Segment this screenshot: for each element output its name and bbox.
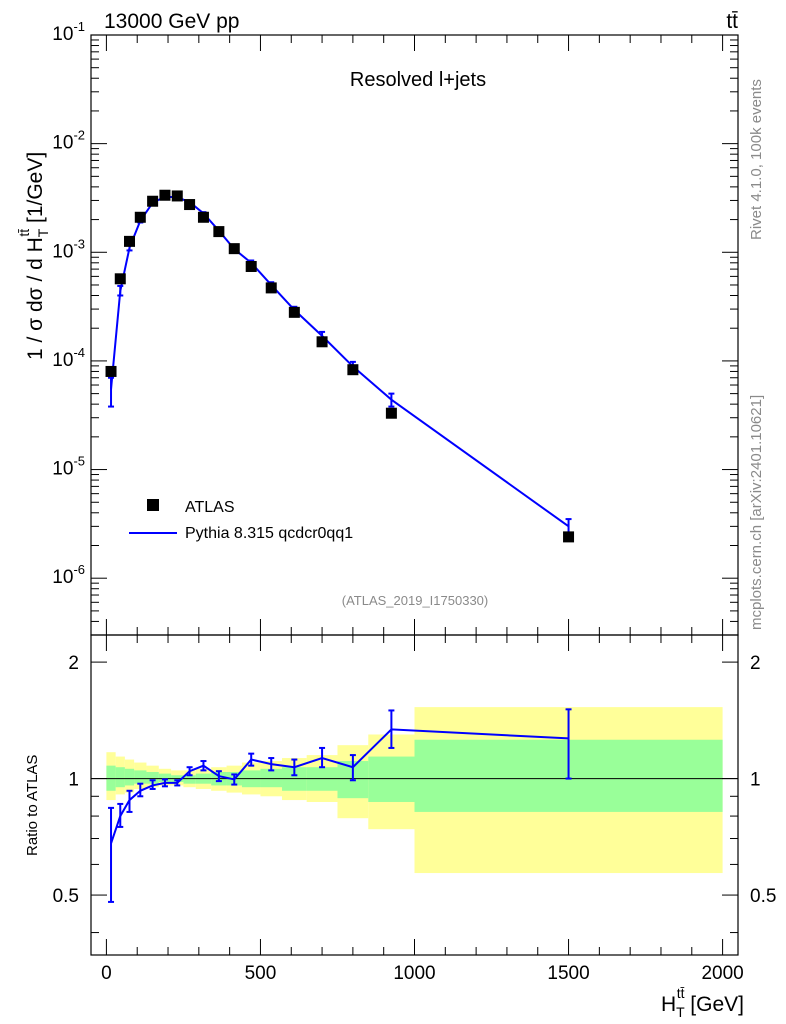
green-band-segment xyxy=(368,756,415,802)
main-y-tick-label: 10-5 xyxy=(52,454,85,480)
atlas-marker xyxy=(159,189,171,201)
ratio-line xyxy=(110,728,569,844)
main-frame xyxy=(90,34,739,636)
legend-atlas-marker xyxy=(147,499,159,511)
ratio-frame xyxy=(90,634,739,956)
atlas-marker xyxy=(134,211,146,223)
green-band-segment xyxy=(124,768,135,786)
atlas-marker xyxy=(197,211,209,223)
ratio-y-tick-label-right: 0.5 xyxy=(750,886,776,907)
main-y-tick-label: 10-1 xyxy=(52,19,85,45)
ratio-panel: 0.5 0.5 1 1 2 2 0 500 1000 1500 2000 Ratio to ATL… xyxy=(24,634,776,1020)
green-band-segment xyxy=(115,767,125,788)
green-band-segment xyxy=(260,768,283,788)
atlas-marker xyxy=(385,407,397,419)
atlas-marker xyxy=(563,531,575,543)
rivet-label: Rivet 4.1.0, 100k events xyxy=(748,79,765,240)
x-axis-label: HTtt̄ [GeV] xyxy=(661,985,744,1020)
pythia-main-series xyxy=(108,194,572,535)
ratio-x-axis: 0 500 1000 1500 2000 xyxy=(101,635,744,984)
legend-pythia-label: Pythia 8.315 qcdcr0qq1 xyxy=(185,525,353,542)
atlas-main-series xyxy=(105,189,575,543)
ratio-y-tick-label-right: 2 xyxy=(750,653,761,674)
legend: ATLAS Pythia 8.315 qcdcr0qq1 xyxy=(129,499,353,542)
atlas-marker xyxy=(288,306,300,318)
process-label: tt̄ xyxy=(726,10,738,33)
green-band-segment xyxy=(146,771,159,784)
main-y-axis-label: 1 / σ dσ / d HTtt̄ [1/GeV] xyxy=(16,152,51,360)
atlas-marker xyxy=(228,243,240,255)
main-title: Resolved l+jets xyxy=(350,69,486,91)
atlas-marker xyxy=(347,364,359,376)
ratio-y-axis: 0.5 0.5 1 1 2 2 xyxy=(53,653,776,934)
atlas-marker xyxy=(265,282,277,294)
atlas-marker xyxy=(114,273,126,285)
pythia-line xyxy=(110,195,570,528)
atlas-marker xyxy=(316,336,328,348)
atlas-marker xyxy=(171,190,183,202)
uncertainty-bands xyxy=(106,707,723,874)
ratio-y-tick-label-right: 1 xyxy=(750,770,761,791)
main-y-tick-label: 10-3 xyxy=(52,236,85,262)
x-tick-label: 1000 xyxy=(393,963,435,984)
legend-atlas-label: ATLAS xyxy=(185,499,235,516)
green-band-segment xyxy=(183,775,196,784)
atlas-marker xyxy=(184,199,196,211)
x-tick-label: 500 xyxy=(245,963,277,984)
main-y-tick-label: 10-4 xyxy=(52,345,85,371)
ratio-y-tick-label: 2 xyxy=(68,653,79,674)
ratio-y-tick-label: 0.5 xyxy=(53,886,79,907)
atlas-marker xyxy=(147,195,159,207)
x-tick-label: 2000 xyxy=(701,963,743,984)
analysis-tag: (ATLAS_2019_I1750330) xyxy=(342,593,488,608)
x-tick-label: 0 xyxy=(101,963,112,984)
main-panel: Resolved l+jets (ATLAS_2019_I1750330) 10… xyxy=(16,19,739,636)
atlas-marker xyxy=(213,226,225,238)
x-tick-label: 1500 xyxy=(547,963,589,984)
atlas-marker xyxy=(124,235,136,247)
main-y-tick-label: 10-6 xyxy=(52,562,85,588)
atlas-marker xyxy=(245,260,257,272)
atlas-marker xyxy=(105,365,117,377)
ratio-y-tick-label: 1 xyxy=(68,770,79,791)
mcplots-label: mcplots.cern.ch [arXiv:2401.10621] xyxy=(748,395,765,630)
main-y-tick-label: 10-2 xyxy=(52,128,85,154)
green-band-segment xyxy=(134,770,147,784)
main-y-axis: 10-6 10-5 10-4 10-3 10-2 10-1 xyxy=(52,19,738,636)
main-x-axis xyxy=(105,35,724,635)
green-band-segment xyxy=(158,773,172,782)
energy-label: 13000 GeV pp xyxy=(104,10,239,33)
ratio-y-axis-label: Ratio to ATLAS xyxy=(24,755,41,856)
pythia-ratio-series xyxy=(108,708,572,903)
